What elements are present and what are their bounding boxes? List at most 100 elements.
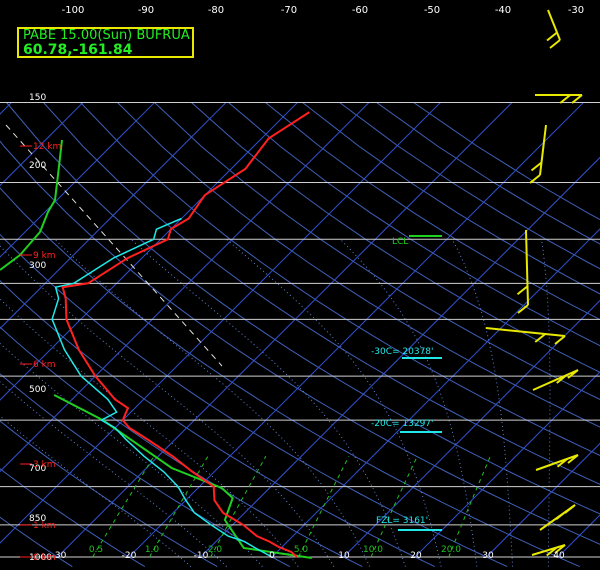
dry-adiabat-line <box>0 373 291 568</box>
wind-barb-staff <box>532 369 579 391</box>
bottom-temp-label: -10 <box>194 551 209 561</box>
moist-adiabat-line <box>339 238 478 567</box>
station-title: PABE 15.00(Sun) BUFRUA <box>23 28 190 43</box>
isotherm-line <box>557 514 600 558</box>
wind-barb-flag <box>554 544 566 554</box>
mixing-ratio-label: 0.5 <box>89 545 103 555</box>
top-temp-label: -60 <box>352 5 368 16</box>
moist-adiabat-line <box>130 238 406 567</box>
pressure-label: 300 <box>29 261 46 271</box>
wind-barb-flag <box>564 504 576 514</box>
temperature-profile-line <box>61 111 310 558</box>
mixing-ratio-line <box>448 455 491 558</box>
isotherm-line <box>0 102 84 187</box>
isotherm-line <box>486 442 600 558</box>
dry-adiabat-line <box>43 102 600 485</box>
dry-adiabat-line <box>0 187 580 568</box>
isotherm-line <box>0 102 227 330</box>
dry-adiabat-line <box>0 233 508 568</box>
pressure-label: 500 <box>29 385 46 395</box>
wind-barb-flag <box>529 174 541 184</box>
sounding-profiles <box>0 111 312 559</box>
bottom-temp-label: -20 <box>122 551 137 561</box>
station-info-box: PABE 15.00(Sun) BUFRUA 60.78,-161.84 <box>17 27 194 58</box>
wind-barb-flag <box>516 285 529 296</box>
wind-barb-staff <box>547 9 561 41</box>
isotherm-line <box>343 299 600 558</box>
moist-adiabats <box>0 238 551 567</box>
top-temp-label: -30 <box>568 5 584 16</box>
dry-adiabat-line <box>265 102 600 321</box>
top-temp-label: -90 <box>138 5 154 16</box>
dry-adiabat-line <box>6 102 600 515</box>
pressure-label: 200 <box>29 161 46 171</box>
top-temp-label: -100 <box>62 5 85 16</box>
dry-adiabat-line <box>154 102 600 401</box>
wind-barbs <box>485 9 583 557</box>
pressure-label: 850 <box>29 514 46 524</box>
mixing-ratio-line <box>298 455 350 558</box>
wind-barb-flag <box>517 304 529 314</box>
wind-barb-staff <box>531 544 566 556</box>
bottom-temp-label: 40 <box>553 551 565 561</box>
dry-adiabat-line <box>0 516 73 568</box>
wind-barb-flag <box>546 31 558 42</box>
isotherm-line <box>0 102 370 473</box>
height-label: 3 km <box>33 460 56 470</box>
dry-adiabat-line <box>80 102 600 457</box>
moist-adiabat-line <box>0 415 192 567</box>
mixing-ratio-label: 5.0 <box>294 545 309 555</box>
moist-adiabat-line <box>0 245 335 567</box>
height-label: 9 km <box>33 251 56 261</box>
top-temp-label: -40 <box>495 5 511 16</box>
height-label: 0 km <box>33 553 56 563</box>
isotherm-line <box>414 371 600 558</box>
height-label: 12 km <box>33 142 61 152</box>
height-label: 1 km <box>33 521 56 531</box>
top-temp-label: -50 <box>424 5 440 16</box>
mixing-ratio-line <box>149 455 209 558</box>
level-annotations: LCL -30C= 20378' -20C= 13297' FZL= 3161' <box>371 235 442 531</box>
minus20-level-label: -20C= 13297' <box>371 419 434 429</box>
dry-adiabat-line <box>0 140 600 545</box>
wind-barb-staff <box>539 124 547 176</box>
wind-barb-staff <box>525 229 529 306</box>
pressure-label: 700 <box>29 464 46 474</box>
top-temp-label: -80 <box>208 5 224 16</box>
wind-barb-flag <box>567 369 579 379</box>
bottom-temp-label: -30 <box>52 551 67 561</box>
dewpoint-profile-line <box>51 217 273 558</box>
wind-barb-flag <box>534 333 546 343</box>
mixing-ratio-line <box>210 455 267 558</box>
wind-barb-staff <box>535 454 579 471</box>
wind-barb-flag <box>556 374 568 384</box>
mixing-ratio-label: 10.0 <box>363 545 383 555</box>
moist-adiabat-line <box>541 239 551 567</box>
dry-adiabat-line <box>0 468 146 568</box>
pressure-label: 150 <box>29 93 46 103</box>
dry-adiabat-line <box>228 102 600 347</box>
isotherm-line <box>0 102 441 544</box>
station-coordinates: 60.78,-161.84 <box>23 42 133 58</box>
dry-adiabat-line <box>0 280 436 568</box>
dry-adiabat-line <box>117 102 600 428</box>
dry-adiabats <box>0 102 600 568</box>
dry-adiabat-line <box>0 326 363 568</box>
isotherm-line <box>0 102 12 115</box>
height-label: 6 km <box>33 360 56 370</box>
wind-barb-flag <box>571 94 583 104</box>
wind-barb-flag <box>546 546 558 557</box>
pressure-label: 1000 <box>29 553 52 563</box>
moist-adiabat-line <box>451 239 514 567</box>
dry-adiabat-line <box>302 102 600 295</box>
isotherm-line <box>0 102 155 258</box>
wind-barb-flag <box>554 335 566 345</box>
minus30-level-label: -30C= 20378' <box>371 347 434 357</box>
wind-barb-flag <box>530 161 543 172</box>
parcel-path-line <box>5 124 223 367</box>
isotherm-line <box>200 156 600 558</box>
isotherm-line <box>57 102 513 558</box>
wind-barb-flag <box>567 454 579 464</box>
top-temp-label: -70 <box>281 5 297 16</box>
